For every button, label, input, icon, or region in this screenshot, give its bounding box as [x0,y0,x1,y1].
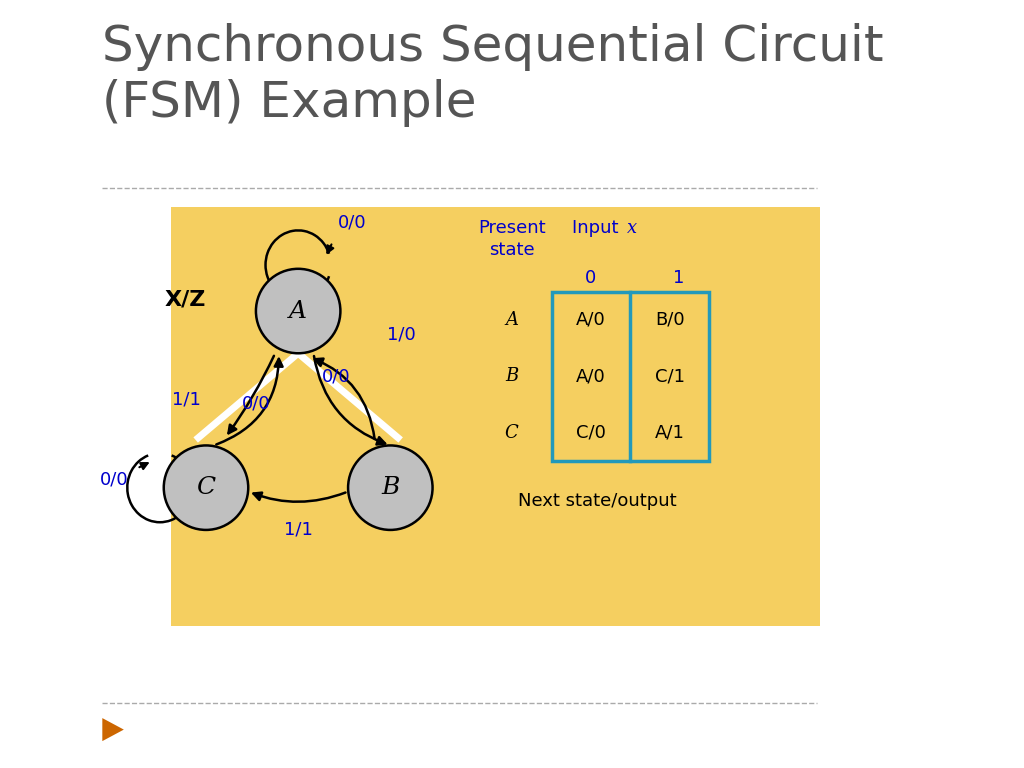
Text: 0/0: 0/0 [323,367,351,386]
Text: 0/0: 0/0 [99,471,128,489]
FancyBboxPatch shape [171,207,820,626]
Text: A: A [505,311,518,329]
Text: Synchronous Sequential Circuit
(FSM) Example: Synchronous Sequential Circuit (FSM) Exa… [102,23,884,127]
Text: 1/0: 1/0 [387,325,416,343]
Text: A: A [289,300,307,323]
Text: Present
state: Present state [478,219,546,259]
Text: B/0: B/0 [655,311,684,329]
Text: C: C [505,424,518,442]
Text: 1/1: 1/1 [172,390,202,409]
Text: X/Z: X/Z [165,290,206,310]
Circle shape [164,445,248,530]
Text: C: C [197,476,216,499]
Text: A/0: A/0 [577,311,606,329]
Circle shape [256,269,340,353]
Text: C/1: C/1 [654,367,685,386]
Text: Next state/output: Next state/output [518,492,677,509]
Text: 1: 1 [673,269,684,286]
Circle shape [348,445,432,530]
Text: 0: 0 [585,269,596,286]
Text: C/0: C/0 [577,424,606,442]
Text: A/1: A/1 [654,424,685,442]
Text: B: B [505,367,518,386]
Text: B: B [381,476,399,499]
Text: 0/0: 0/0 [242,394,270,412]
Text: Input: Input [572,219,625,237]
Text: A/0: A/0 [577,367,606,386]
Text: x: x [627,219,637,237]
Bar [552,292,709,461]
Text: 1/1: 1/1 [284,521,312,539]
Text: 0/0: 0/0 [338,214,367,232]
Polygon shape [102,718,124,741]
